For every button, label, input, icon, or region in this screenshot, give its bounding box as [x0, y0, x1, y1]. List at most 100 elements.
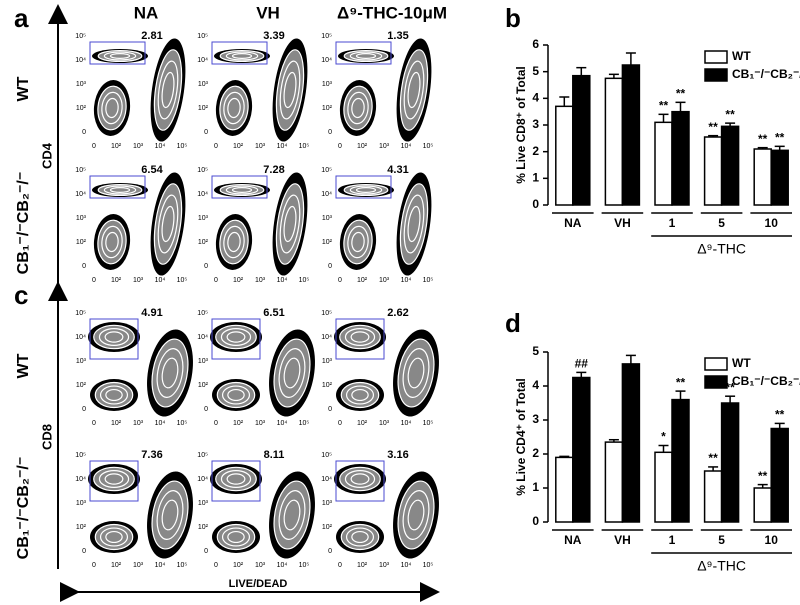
flow-x-tick-label: 0 — [92, 277, 96, 284]
density-contour — [397, 338, 435, 408]
density-contour — [220, 470, 252, 489]
flow-y-tick-label: 10⁵ — [321, 310, 332, 317]
flow-x-tick-label: 10⁴ — [401, 562, 412, 569]
density-contour — [225, 51, 259, 61]
density-contour — [345, 527, 375, 547]
flow-y-tick-label: 0 — [328, 129, 332, 136]
gate-value: 6.51 — [263, 307, 284, 319]
flow-x-tick-label: 10² — [357, 277, 368, 284]
density-contour — [279, 60, 301, 120]
legend-label: CB₁⁻/⁻CB₂⁻/⁻ — [732, 67, 800, 81]
gate-value: 3.16 — [387, 449, 408, 461]
y-tick-label: 3 — [532, 117, 539, 131]
flow-y-tick-label: 0 — [82, 548, 86, 555]
density-contour — [109, 53, 131, 59]
flow-y-tick-label: 10² — [198, 105, 209, 112]
density-contour — [220, 328, 252, 347]
flow-plot: 10⁵ 10⁴ 10³ 10² 00 10² 10³ 10⁴ 10⁵ 2.81 — [75, 30, 187, 150]
flow-y-tick-label: 10⁵ — [321, 452, 332, 459]
significance: ** — [708, 120, 718, 134]
density-contour — [223, 225, 245, 259]
flow-x-tick-label: 0 — [214, 143, 218, 150]
flow-plot: 10⁵ 10⁴ 10³ 10² 00 10² 10³ 10⁴ 10⁵ 6.51 — [197, 307, 315, 427]
gate-value: 7.36 — [141, 449, 162, 461]
density-contour — [231, 53, 253, 59]
flow-x-tick-label: 10² — [357, 420, 368, 427]
density-contour — [347, 225, 369, 259]
flow-y-tick-label: 0 — [204, 548, 208, 555]
flow-y-tick-label: 10⁴ — [75, 57, 86, 64]
bar — [770, 149, 789, 206]
density-contour — [407, 357, 425, 389]
flow-x-tick-label: 10⁴ — [401, 420, 412, 427]
bar — [703, 470, 723, 523]
density-contour — [351, 231, 365, 253]
gate — [211, 460, 261, 502]
density-contour — [105, 388, 123, 402]
density-contour — [101, 91, 123, 125]
bar — [720, 402, 740, 523]
flow-y-tick-label: 10² — [322, 524, 333, 531]
gate — [89, 460, 139, 502]
flow-y-tick-label: 10³ — [198, 500, 209, 507]
density-contour — [350, 331, 370, 343]
x-tick-label: NA — [564, 216, 582, 230]
gate-value: 2.62 — [387, 307, 408, 319]
flow-x-tick-label: 10⁵ — [423, 143, 434, 150]
flow-y-tick-label: 10⁴ — [75, 191, 86, 198]
flow-x-tick-label: 10² — [111, 143, 122, 150]
significance: ** — [676, 375, 686, 389]
flow-x-tick-label: 10⁵ — [423, 562, 434, 569]
flow-y-tick-label: 10⁵ — [197, 33, 208, 40]
density-contour — [351, 388, 369, 402]
flow-y-tick-label: 10⁴ — [321, 334, 332, 341]
x-tick-label: 10 — [765, 533, 779, 547]
density-contour — [98, 470, 130, 489]
density-contour — [275, 49, 305, 131]
flow-y-tick-label: 10⁵ — [75, 33, 86, 40]
density-contour — [104, 473, 124, 485]
density-contour — [161, 205, 175, 243]
flow-x-tick-label: 10³ — [133, 562, 144, 569]
density-contour — [226, 331, 246, 343]
flow-plot: 10⁵ 10⁴ 10³ 10² 00 10² 10³ 10⁴ 10⁵ 7.36 — [75, 449, 193, 569]
density-contour — [103, 185, 137, 195]
flow-x-tick-label: 10⁵ — [299, 420, 310, 427]
density-contour — [283, 71, 297, 109]
density-contour — [109, 187, 131, 193]
y-tick-label: 4 — [532, 91, 539, 105]
flow-x-tick-label: 0 — [214, 562, 218, 569]
density-contour — [278, 490, 306, 540]
density-contour — [161, 499, 179, 531]
density-contour — [275, 183, 305, 265]
bar — [720, 125, 740, 206]
flow-x-tick-label: 10⁵ — [299, 562, 310, 569]
legend-swatch — [704, 50, 728, 64]
gate-value: 2.81 — [141, 30, 162, 42]
flow-y-tick-label: 10² — [322, 382, 333, 389]
row-label: WT — [15, 76, 32, 101]
flow-y-tick-label: 0 — [328, 406, 332, 413]
flow-y-tick-label: 10² — [76, 524, 87, 531]
density-contour — [399, 183, 429, 265]
flow-y-tick-label: 0 — [328, 548, 332, 555]
density-contour — [105, 231, 119, 253]
flow-y-tick-label: 0 — [82, 406, 86, 413]
density-contour — [407, 71, 421, 109]
flow-x-tick-label: 10⁴ — [155, 562, 166, 569]
x-tick-label: 1 — [669, 216, 676, 230]
density-contour — [407, 499, 425, 531]
density-contour — [98, 328, 130, 347]
bar — [572, 376, 591, 523]
density-contour — [403, 60, 425, 120]
density-contour — [153, 183, 183, 265]
group-label: Δ⁹-THC — [697, 558, 746, 574]
significance: ** — [659, 99, 669, 113]
flow-plot: 10⁵ 10⁴ 10³ 10² 00 10² 10³ 10⁴ 10⁵ 6.54 — [75, 164, 187, 284]
density-contour — [344, 328, 376, 347]
density-contour — [349, 51, 383, 61]
density-contour — [227, 231, 241, 253]
x-tick-label: 5 — [718, 533, 725, 547]
flow-x-tick-label: 10³ — [133, 277, 144, 284]
y-tick-label: 3 — [532, 412, 539, 426]
